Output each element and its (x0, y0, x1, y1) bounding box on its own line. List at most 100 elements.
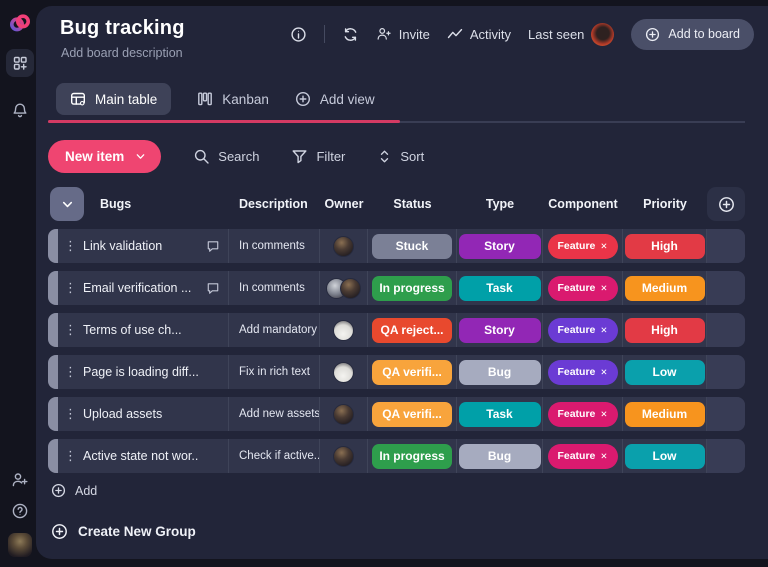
column-header-bugs[interactable]: Bugs (100, 186, 131, 222)
type-badge[interactable]: Story (459, 318, 541, 343)
row-extra-cell[interactable] (707, 313, 745, 347)
status-badge[interactable]: QA verifi... (372, 360, 452, 385)
type-badge[interactable]: Task (459, 402, 541, 427)
row-extra-cell[interactable] (707, 439, 745, 473)
table-row[interactable]: ⋮ Link validation In comments Stuck Stor… (48, 229, 745, 263)
type-cell[interactable]: Task (457, 271, 543, 305)
status-cell[interactable]: Stuck (368, 229, 457, 263)
row-menu-button[interactable]: ⋮ (58, 406, 83, 422)
column-header-description[interactable]: Description (229, 197, 320, 211)
profile-avatar[interactable] (8, 533, 32, 557)
row-menu-button[interactable]: ⋮ (58, 364, 83, 380)
column-header-priority[interactable]: Priority (623, 197, 707, 211)
bug-name-cell[interactable]: ⋮ Terms of use ch... (58, 313, 229, 347)
type-cell[interactable]: Story (457, 229, 543, 263)
description-cell[interactable]: In comments (229, 229, 320, 263)
column-header-type[interactable]: Type (457, 197, 543, 211)
bug-name-cell[interactable]: ⋮ Link validation (58, 229, 229, 263)
component-cell[interactable]: Feature ✕ (543, 271, 623, 305)
add-column-button[interactable] (707, 187, 745, 221)
new-item-button[interactable]: New item (48, 140, 161, 173)
remove-component-icon[interactable]: ✕ (600, 409, 607, 420)
comment-icon[interactable] (206, 281, 220, 295)
board-title[interactable]: Bug tracking (60, 17, 185, 40)
bug-name-cell[interactable]: ⋮ Upload assets (58, 397, 229, 431)
remove-component-icon[interactable]: ✕ (600, 367, 607, 378)
component-badge[interactable]: Feature ✕ (548, 318, 618, 343)
type-cell[interactable]: Bug (457, 439, 543, 473)
row-extra-cell[interactable] (707, 271, 745, 305)
bug-name-cell[interactable]: ⋮ Email verification ... (58, 271, 229, 305)
type-badge[interactable]: Story (459, 234, 541, 259)
type-badge[interactable]: Task (459, 276, 541, 301)
tab-add-view[interactable]: Add view (295, 91, 375, 107)
bug-name[interactable]: Terms of use ch... (83, 323, 182, 337)
priority-badge[interactable]: Medium (625, 276, 705, 301)
priority-badge[interactable]: Medium (625, 402, 705, 427)
status-cell[interactable]: QA reject... (368, 313, 457, 347)
status-badge[interactable]: QA reject... (372, 318, 452, 343)
create-new-group-button[interactable]: Create New Group (51, 523, 196, 540)
status-cell[interactable]: In progress (368, 271, 457, 305)
type-cell[interactable]: Story (457, 313, 543, 347)
status-badge[interactable]: QA verifi... (372, 402, 452, 427)
row-menu-button[interactable]: ⋮ (58, 280, 83, 296)
table-row[interactable]: ⋮ Email verification ... In comments In … (48, 271, 745, 305)
component-badge[interactable]: Feature ✕ (548, 234, 618, 259)
row-extra-cell[interactable] (707, 397, 745, 431)
filter-button[interactable]: Filter (291, 148, 345, 165)
status-cell[interactable]: In progress (368, 439, 457, 473)
description-cell[interactable]: In comments (229, 271, 320, 305)
owner-cell[interactable] (320, 229, 368, 263)
status-badge[interactable]: In progress (372, 444, 452, 469)
status-badge[interactable]: In progress (372, 276, 452, 301)
add-item-button[interactable]: Add (51, 483, 97, 498)
owner-avatar[interactable] (333, 362, 354, 383)
activity-button[interactable]: Activity (447, 26, 511, 42)
remove-component-icon[interactable]: ✕ (600, 283, 607, 294)
description-cell[interactable]: Add mandatory (229, 313, 320, 347)
table-row[interactable]: ⋮ Page is loading diff... Fix in rich te… (48, 355, 745, 389)
component-cell[interactable]: Feature ✕ (543, 229, 623, 263)
owner-avatar[interactable] (340, 278, 361, 299)
board-description[interactable]: Add board description (61, 46, 183, 60)
priority-badge[interactable]: High (625, 234, 705, 259)
owner-cell[interactable] (320, 397, 368, 431)
owner-cell[interactable] (320, 439, 368, 473)
owner-cell[interactable] (320, 313, 368, 347)
owner-cell[interactable] (320, 271, 368, 305)
owner-cell[interactable] (320, 355, 368, 389)
remove-component-icon[interactable]: ✕ (600, 241, 607, 252)
status-cell[interactable]: QA verifi... (368, 397, 457, 431)
priority-cell[interactable]: High (623, 229, 707, 263)
invite-members-button[interactable] (11, 471, 29, 489)
priority-cell[interactable]: Medium (623, 397, 707, 431)
table-row[interactable]: ⋮ Upload assets Add new assets QA verifi… (48, 397, 745, 431)
priority-cell[interactable]: Low (623, 355, 707, 389)
bug-name[interactable]: Upload assets (83, 407, 162, 421)
search-button[interactable]: Search (193, 148, 259, 165)
remove-component-icon[interactable]: ✕ (600, 325, 607, 336)
last-seen[interactable]: Last seen (528, 23, 614, 46)
add-board-shortcut-button[interactable] (6, 49, 34, 77)
description-cell[interactable]: Check if active... (229, 439, 320, 473)
row-menu-button[interactable]: ⋮ (58, 322, 83, 338)
description-cell[interactable]: Add new assets (229, 397, 320, 431)
status-cell[interactable]: QA verifi... (368, 355, 457, 389)
tab-main-table[interactable]: Main table (56, 83, 171, 115)
description-cell[interactable]: Fix in rich text (229, 355, 320, 389)
row-extra-cell[interactable] (707, 355, 745, 389)
priority-cell[interactable]: Medium (623, 271, 707, 305)
component-cell[interactable]: Feature ✕ (543, 397, 623, 431)
column-header-component[interactable]: Component (543, 197, 623, 211)
component-badge[interactable]: Feature ✕ (548, 402, 618, 427)
invite-button[interactable]: Invite (376, 26, 430, 42)
tab-kanban[interactable]: Kanban (197, 91, 269, 107)
component-cell[interactable]: Feature ✕ (543, 439, 623, 473)
table-row[interactable]: ⋮ Terms of use ch... Add mandatory QA re… (48, 313, 745, 347)
owner-avatar[interactable] (333, 236, 354, 257)
priority-badge[interactable]: High (625, 318, 705, 343)
add-to-board-button[interactable]: Add to board (631, 19, 754, 50)
collapse-group-button[interactable] (50, 187, 84, 221)
bug-name[interactable]: Link validation (83, 239, 162, 253)
